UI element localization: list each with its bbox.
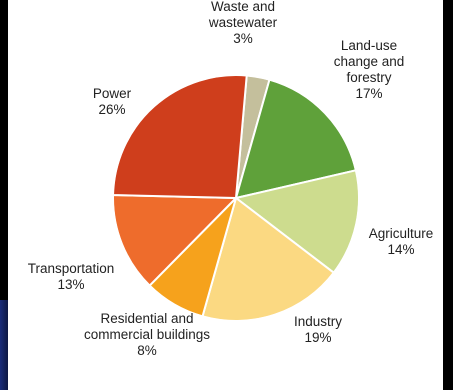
label-waste-and-wastewater: Waste and wastewater 3% [208, 0, 278, 46]
label-agriculture: Agriculture 14% [369, 226, 434, 257]
label-industry: Industry 19% [294, 314, 342, 345]
label-transportation: Transportation 13% [28, 261, 115, 292]
label-power: Power 26% [93, 86, 132, 117]
label-land-use-change-and-forestry: Land-use change and forestry 17% [334, 38, 405, 101]
pie-slices [112, 74, 360, 322]
slice-power [112, 74, 248, 199]
pie-rim [112, 74, 360, 322]
pie-labels: Waste and wastewater 3% Land-use change and f… [28, 0, 434, 358]
label-residential-and-commercial-buildings: Residential and commercial buildings 8% [84, 311, 210, 358]
